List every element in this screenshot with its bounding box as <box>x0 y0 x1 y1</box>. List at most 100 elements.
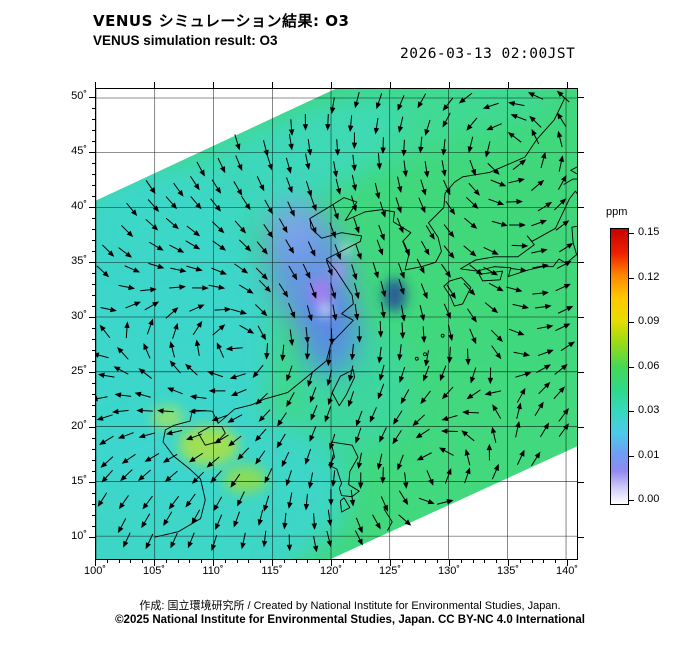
x-axis-minor-tick <box>142 560 144 563</box>
ozone-field-layer <box>96 89 577 559</box>
x-axis-minor-tick <box>366 560 368 563</box>
y-axis-minor-tick <box>92 471 95 472</box>
y-axis-minor-tick <box>92 295 95 296</box>
x-axis-major-tick <box>213 560 214 566</box>
x-axis-tick-label: 120˚ <box>319 565 343 577</box>
y-axis-minor-tick <box>92 229 95 230</box>
x-axis-minor-tick <box>201 560 203 563</box>
y-axis-tick-label: 20˚ <box>71 420 87 432</box>
x-axis-minor-tick <box>543 560 545 563</box>
y-axis-right-tick <box>578 482 584 483</box>
y-axis-right-tick <box>578 207 584 208</box>
x-axis-minor-tick <box>354 560 356 563</box>
x-axis-top-tick <box>272 82 273 88</box>
footer-license: ©2025 National Institute for Environment… <box>115 614 585 626</box>
y-axis-right-tick <box>578 317 584 318</box>
x-axis-tick-label: 115˚ <box>261 565 283 577</box>
x-axis-tick-label: 110˚ <box>202 565 224 577</box>
x-axis-minor-tick <box>378 560 380 563</box>
x-axis-minor-tick <box>295 560 297 563</box>
x-axis-top-tick <box>449 82 450 88</box>
y-axis-minor-tick <box>92 438 95 439</box>
x-axis-minor-tick <box>555 560 557 563</box>
y-axis-minor-tick <box>92 504 95 505</box>
y-axis-tick-label: 30˚ <box>71 310 87 322</box>
x-axis-minor-tick <box>165 560 167 563</box>
coastline-layer <box>154 97 577 538</box>
x-axis-tick-label: 125˚ <box>378 565 402 577</box>
y-axis-minor-tick <box>92 240 95 241</box>
x-axis-top-tick <box>154 82 155 88</box>
x-axis-minor-tick <box>307 560 309 563</box>
y-axis-tick-label: 45˚ <box>71 145 87 157</box>
page-title-english: VENUS simulation result: O3 <box>93 33 278 48</box>
x-axis-minor-tick <box>248 560 250 563</box>
timestamp-label: 2026-03-13 02:00JST <box>400 46 576 62</box>
y-axis-major-tick <box>89 262 95 263</box>
x-axis-major-tick <box>508 560 509 566</box>
page-title-japanese: VENUS シミュレーション結果: O3 <box>93 12 350 30</box>
colorbar-tick <box>629 500 634 501</box>
colorbar-tick <box>629 233 634 234</box>
y-axis-right-tick <box>578 427 584 428</box>
colorbar-tick-label: 0.03 <box>638 404 660 416</box>
x-axis-top-tick <box>567 82 568 88</box>
y-axis-minor-tick <box>92 108 95 109</box>
x-axis-minor-tick <box>531 560 533 563</box>
colorbar-tick-label: 0.12 <box>638 270 660 283</box>
y-axis-minor-tick <box>92 361 95 362</box>
map-plot-area <box>95 88 578 560</box>
x-axis-tick-label: 135˚ <box>496 565 520 577</box>
y-axis-minor-tick <box>92 526 95 527</box>
y-axis-major-tick <box>89 372 95 373</box>
x-axis-tick-label: 130˚ <box>437 565 461 577</box>
x-axis-major-tick <box>390 560 391 566</box>
x-axis-major-tick <box>331 560 332 566</box>
y-axis-right-tick <box>578 537 584 538</box>
y-axis-minor-tick <box>92 163 95 164</box>
colorbar-tick <box>629 455 634 457</box>
x-axis-major-tick <box>272 560 273 566</box>
x-axis-minor-tick <box>437 560 439 563</box>
y-axis-minor-tick <box>92 196 95 197</box>
x-axis-minor-tick <box>401 560 403 563</box>
x-axis-top-tick <box>508 82 509 88</box>
x-axis-minor-tick <box>319 560 321 563</box>
y-axis-tick-label: 15˚ <box>71 475 87 487</box>
y-axis-major-tick <box>89 427 95 428</box>
x-axis-minor-tick <box>342 560 344 563</box>
y-axis-minor-tick <box>92 493 95 494</box>
y-axis-tick-label: 35˚ <box>71 255 87 267</box>
x-axis-minor-tick <box>283 560 285 563</box>
y-axis-major-tick <box>89 152 95 153</box>
simulation-map-svg <box>96 89 577 559</box>
y-axis-minor-tick <box>92 515 95 516</box>
x-axis-minor-tick <box>189 560 191 563</box>
y-axis-minor-tick <box>92 416 95 417</box>
colorbar-tick <box>629 322 634 323</box>
y-axis-minor-tick <box>92 141 95 142</box>
colorbar-tick-label: 0.01 <box>638 448 660 461</box>
y-axis-tick-label: 50˚ <box>71 90 87 102</box>
x-axis-tick-label: 105˚ <box>142 565 166 577</box>
x-axis-major-tick <box>449 560 450 566</box>
x-axis-minor-tick <box>118 560 120 563</box>
y-axis-minor-tick <box>92 460 95 461</box>
x-axis-minor-tick <box>425 560 427 563</box>
colorbar <box>610 228 629 505</box>
y-axis-minor-tick <box>92 174 95 175</box>
y-axis-minor-tick <box>92 394 95 395</box>
x-axis-tick-label: 140˚ <box>555 565 579 577</box>
y-axis-major-tick <box>89 317 95 318</box>
y-axis-minor-tick <box>92 328 95 329</box>
y-axis-right-tick <box>578 152 584 153</box>
y-axis-minor-tick <box>92 339 95 340</box>
y-axis-minor-tick <box>92 284 95 285</box>
x-axis-major-tick <box>95 560 96 566</box>
y-axis-minor-tick <box>92 218 95 219</box>
y-axis-tick-label: 40˚ <box>71 200 87 212</box>
colorbar-tick <box>629 411 634 412</box>
x-axis-tick-label: 100˚ <box>83 565 107 577</box>
x-axis-minor-tick <box>413 560 415 563</box>
